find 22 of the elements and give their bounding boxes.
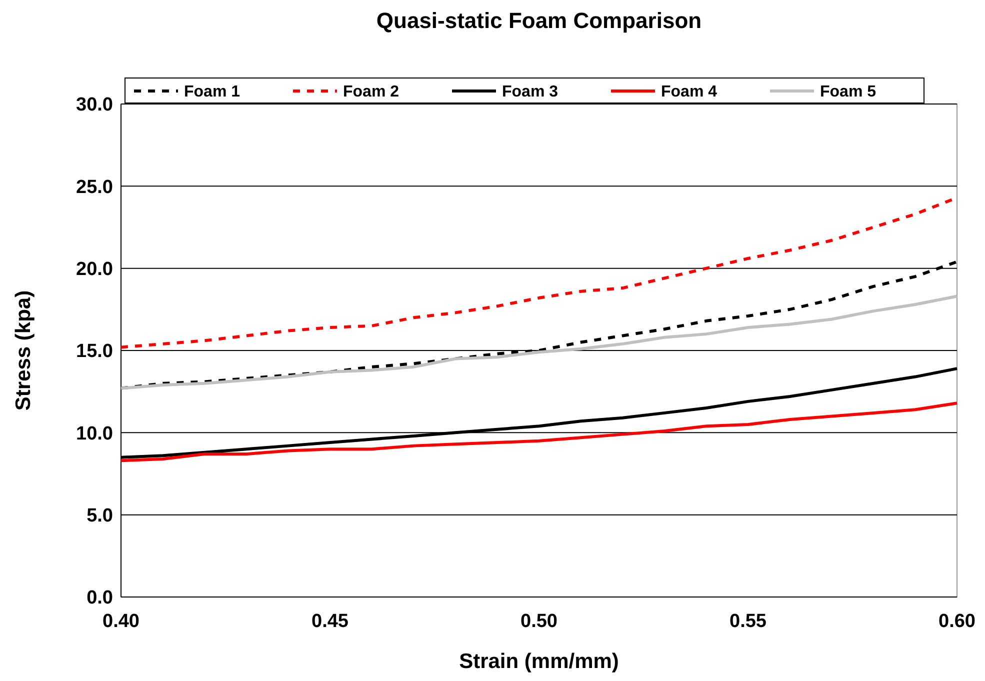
x-tick-label: 0.55 [730, 611, 767, 632]
y-tick-label: 5.0 [86, 505, 113, 526]
y-axis-title: Stress (kpa) [12, 290, 35, 411]
y-tick-label: 0.0 [86, 588, 113, 609]
x-tick-label: 0.60 [938, 611, 976, 632]
x-tick-label: 0.45 [312, 611, 349, 632]
x-tick-label: 0.40 [102, 611, 140, 632]
y-tick-label: 30.0 [76, 94, 113, 116]
y-tick-label: 20.0 [76, 258, 113, 280]
line-series [120, 402, 958, 462]
legend-label: Foam 5 [820, 84, 876, 101]
x-tick-label: 0.50 [520, 611, 558, 632]
line-series [120, 294, 958, 390]
x-axis-title: Strain (mm/mm) [459, 650, 619, 673]
y-tick-label: 10.0 [76, 423, 113, 444]
y-tick-label: 25.0 [76, 176, 113, 198]
y-tick-label: 15.0 [76, 341, 113, 362]
legend-label: Foam 2 [343, 84, 400, 101]
legend-label: Foam 4 [661, 84, 718, 101]
legend-label: Foam 1 [184, 84, 240, 101]
chart-title: Quasi-static Foam Comparison [376, 8, 702, 33]
legend-label: Foam 3 [502, 84, 558, 101]
